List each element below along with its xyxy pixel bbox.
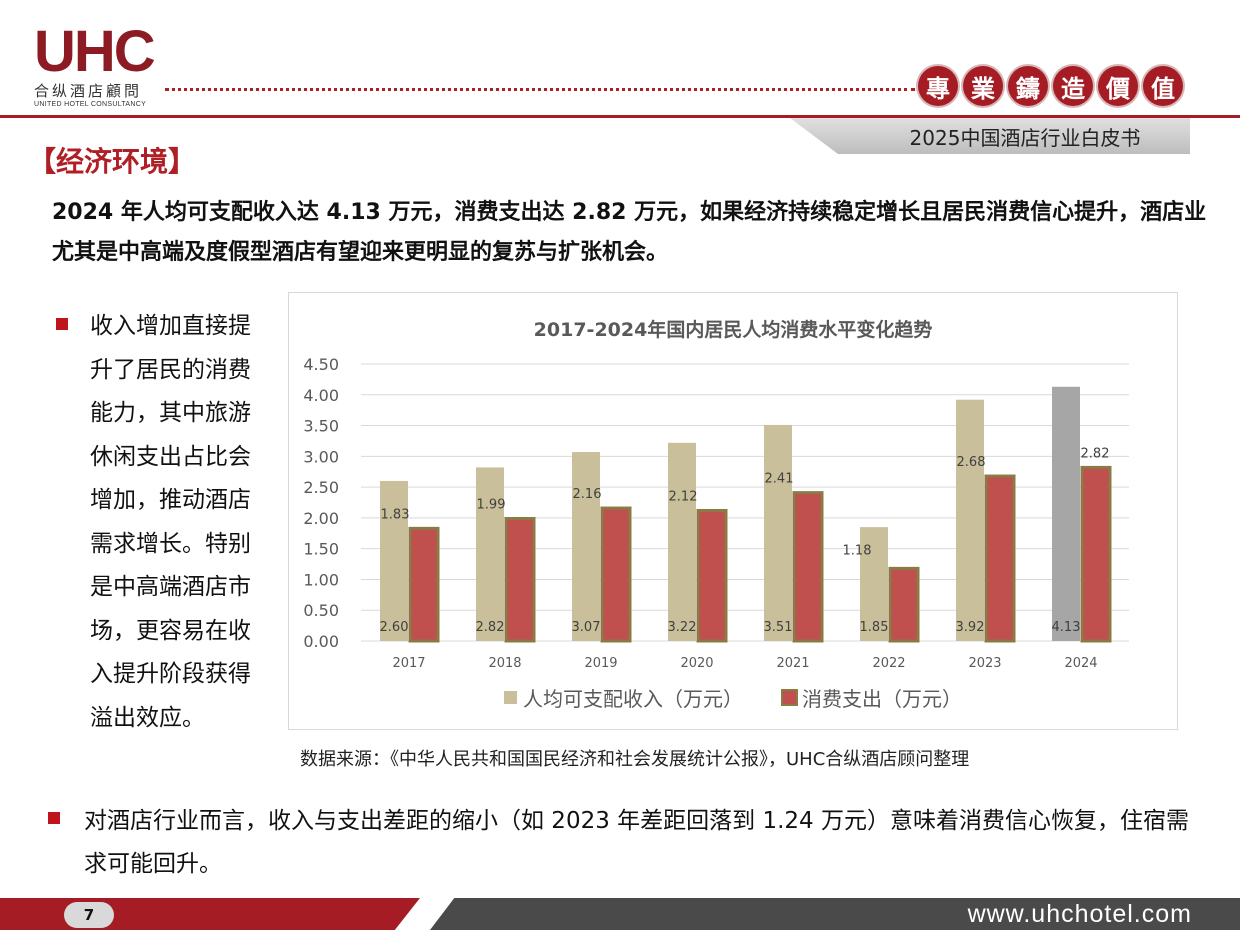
legend-label-income: 人均可支配收入（万元）: [523, 687, 743, 711]
spending-data-label: 2.16: [573, 487, 602, 502]
spending-data-label: 2.68: [957, 455, 986, 470]
bullet-marker: [56, 318, 68, 330]
y-tick-label: 2.00: [303, 509, 339, 528]
y-tick-label: 4.50: [303, 355, 339, 374]
seal-4: 造: [1053, 66, 1093, 106]
income-data-label: 3.51: [764, 620, 793, 635]
seal-5: 價: [1098, 66, 1138, 106]
spending-bar: [1080, 465, 1112, 643]
x-tick-label: 2019: [584, 656, 617, 671]
legend-item-income: 人均可支配收入（万元）: [504, 683, 743, 712]
spending-bar: [408, 526, 440, 643]
spending-data-label: 2.82: [1081, 446, 1110, 461]
legend-swatch-spending: [781, 689, 798, 706]
spending-data-label: 1.18: [843, 543, 872, 558]
footer-red-band: [0, 898, 420, 930]
income-bar: [1052, 386, 1080, 641]
legend-swatch-income: [504, 691, 517, 704]
income-bar: [764, 424, 792, 641]
seal-6: 值: [1143, 66, 1183, 106]
chart-panel: 2017-2024年国内居民人均消费水平变化趋势 0.00 0.50 1.00 1.5…: [288, 292, 1178, 730]
x-tick-label: 2021: [776, 656, 809, 671]
spending-bar: [600, 506, 632, 643]
y-tick-label: 3.50: [303, 417, 339, 436]
bullet-marker: [48, 812, 60, 824]
page-number: 7: [64, 902, 114, 928]
spending-bar: [696, 509, 728, 643]
spending-bar: [792, 491, 824, 643]
income-bar: [860, 527, 888, 641]
y-tick-label: 1.00: [303, 570, 339, 589]
x-tick-label: 2017: [392, 656, 425, 671]
logo-chinese-name: 合纵酒店顧問: [34, 82, 143, 100]
header-red-rule: [0, 115, 1240, 118]
income-data-label: 2.82: [476, 620, 505, 635]
footer-gray-band: [430, 898, 1240, 930]
y-tick-label: 1.50: [303, 540, 339, 559]
data-source-note: 数据来源：《中华人民共和国国民经济和社会发展统计公报》，UHC合纵酒店顾问整理: [300, 749, 970, 770]
y-tick-label: 2.50: [303, 478, 339, 497]
income-data-label: 1.85: [860, 620, 889, 635]
chart-title: 2017-2024年国内居民人均消费水平变化趋势: [533, 319, 933, 341]
section-title: 【经济环境】: [28, 145, 197, 178]
income-data-label: 3.07: [572, 620, 601, 635]
y-tick-label: 0.00: [303, 632, 339, 651]
income-data-label: 3.22: [668, 620, 697, 635]
spending-bar: [984, 474, 1016, 643]
income-bar: [380, 480, 408, 641]
whitepaper-title: 2025中国酒店行业白皮书: [909, 126, 1141, 150]
y-tick-label: 0.50: [303, 601, 339, 620]
spending-data-label: 2.41: [765, 472, 794, 487]
y-tick-label: 4.00: [303, 386, 339, 405]
x-tick-label: 2024: [1064, 656, 1097, 671]
spending-bar: [888, 566, 920, 643]
x-tick-label: 2022: [872, 656, 905, 671]
y-tick-label: 3.00: [303, 447, 339, 466]
seal-3: 鑄: [1008, 66, 1048, 106]
x-tick-label: 2023: [968, 656, 1001, 671]
income-data-label: 2.60: [380, 620, 409, 635]
income-bar: [956, 399, 984, 641]
slogan-seals: 專 業 鑄 造 價 值: [918, 66, 1183, 106]
legend-label-spending: 消费支出（万元）: [802, 687, 962, 711]
x-tick-label: 2018: [488, 656, 521, 671]
seal-2: 業: [963, 66, 1003, 106]
legend-item-spending: 消费支出（万元）: [781, 683, 962, 712]
bar-chart: 0.00 0.50 1.00 1.50 2.00 2.50 3.00 3.50 4.00 4.50…: [303, 355, 1129, 671]
x-tick-label: 2020: [680, 656, 713, 671]
spending-data-label: 1.83: [381, 507, 410, 522]
left-bullet-text: 收入增加直接提升了居民的消费能力，其中旅游休闲支出占比会增加，推动酒店需求增长。…: [90, 313, 251, 731]
website-url[interactable]: www.uhchotel.com: [967, 900, 1192, 928]
logo-mark: UHC: [34, 19, 156, 84]
income-bar: [476, 467, 504, 641]
logo-english-name: UNITED HOTEL CONSULTANCY: [34, 101, 147, 108]
income-bar: [572, 452, 600, 641]
whitepaper-banner: [790, 118, 1190, 154]
lead-paragraph: 2024 年人均可支配收入达 4.13 万元，消费支出达 2.82 万元，如果经…: [52, 200, 1207, 265]
spending-bar: [504, 517, 536, 643]
bottom-bullet-text: 对酒店行业而言，收入与支出差距的缩小（如 2023 年差距回落到 1.24 万元…: [84, 808, 1189, 877]
header-dotted-rule: [165, 88, 915, 91]
income-bar: [668, 442, 696, 641]
spending-data-label: 2.12: [669, 490, 698, 505]
seal-1: 專: [918, 66, 958, 106]
income-data-label: 4.13: [1052, 620, 1081, 635]
chart-legend: 人均可支配收入（万元） 消费支出（万元）: [289, 683, 1177, 712]
spending-data-label: 1.99: [477, 498, 506, 513]
income-data-label: 3.92: [956, 620, 985, 635]
uhc-logo: UHC 合纵酒店顧問 UNITED HOTEL CONSULTANCY: [34, 19, 162, 109]
